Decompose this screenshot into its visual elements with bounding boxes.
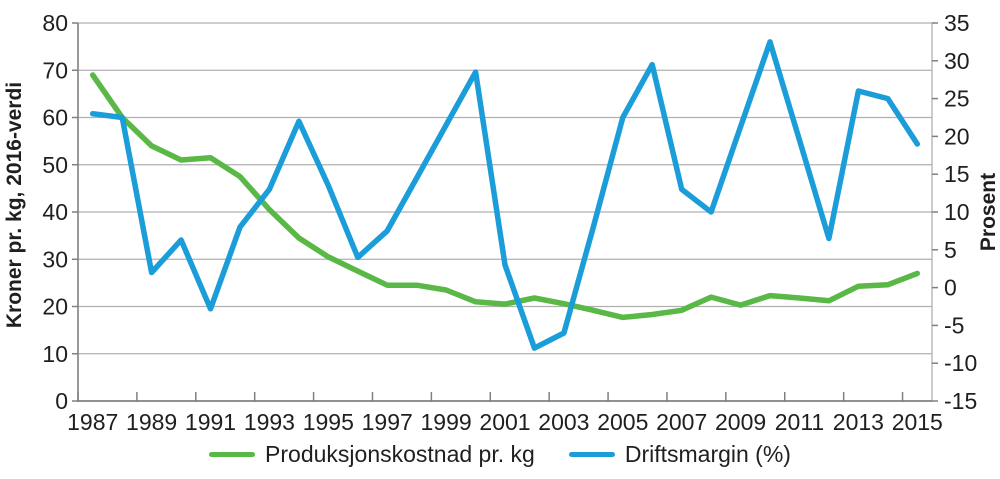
left-axis-tick-label: 50 (42, 152, 68, 178)
legend-swatch-blue-line (568, 452, 615, 457)
left-axis-tick-label: 0 (55, 388, 68, 414)
x-axis-tick-label: 2013 (833, 409, 884, 435)
right-axis-tick-label: 35 (944, 10, 970, 36)
right-axis-tick-label: 0 (944, 275, 957, 301)
right-axis-tick-label: -5 (944, 312, 964, 338)
legend-label: Produksjonskostnad pr. kg (265, 441, 535, 467)
x-axis-tick-label: 1991 (185, 409, 236, 435)
left-axis-tick-label: 30 (42, 246, 68, 272)
legend: Produksjonskostnad pr. kg Driftsmargin (… (0, 443, 1000, 466)
left-axis-tick-label: 10 (42, 341, 68, 367)
left-axis-tick-label: 70 (42, 57, 68, 83)
legend-swatch-green-line (209, 452, 256, 457)
series-line-produksjonskostnad-pr-kg (89, 72, 921, 321)
x-axis-tick-label: 1993 (244, 409, 295, 435)
left-axis-tick-label: 40 (42, 199, 68, 225)
x-axis-tick-label: 1989 (126, 409, 177, 435)
right-axis-tick-label: -10 (944, 350, 977, 376)
x-axis-tick-label: 2001 (479, 409, 530, 435)
right-axis-tick-label: -15 (944, 388, 977, 414)
x-axis-tick-label: 2005 (597, 409, 648, 435)
left-axis-title: Kroner pr. kg, 2016-verdi (3, 81, 26, 329)
x-axis-tick-label: 2003 (538, 409, 589, 435)
right-axis-tick-label: 10 (944, 199, 970, 225)
right-axis-tick-label: 15 (944, 161, 970, 187)
left-axis-tick-label: 20 (42, 294, 68, 320)
x-axis-tick-label: 2011 (775, 409, 824, 435)
x-axis-tick-label: 2015 (892, 409, 943, 435)
x-axis-tick-label: 1999 (421, 409, 472, 435)
x-axis-tick-label: 1997 (362, 409, 413, 435)
right-axis-tick-label: 30 (944, 48, 970, 74)
right-axis-tick-label: 5 (944, 237, 957, 263)
x-axis-tick-label: 2007 (656, 409, 707, 435)
x-axis-tick-label: 2009 (715, 409, 766, 435)
right-axis-tick-label: 25 (944, 86, 970, 112)
left-axis-tick-label: 80 (42, 10, 68, 36)
right-axis-tick-label: 20 (944, 123, 970, 149)
legend-item-produksjonskostnad: Produksjonskostnad pr. kg (209, 443, 535, 466)
x-axis-tick-label: 1987 (67, 409, 118, 435)
legend-item-driftsmargin: Driftsmargin (%) (568, 441, 791, 467)
left-axis-tick-label: 60 (42, 105, 68, 131)
right-axis-title: Prosent (977, 172, 1000, 252)
series-line-driftsmargin (89, 39, 921, 351)
legend-label: Driftsmargin (%) (624, 441, 791, 467)
x-axis-tick-label: 1995 (303, 409, 354, 435)
